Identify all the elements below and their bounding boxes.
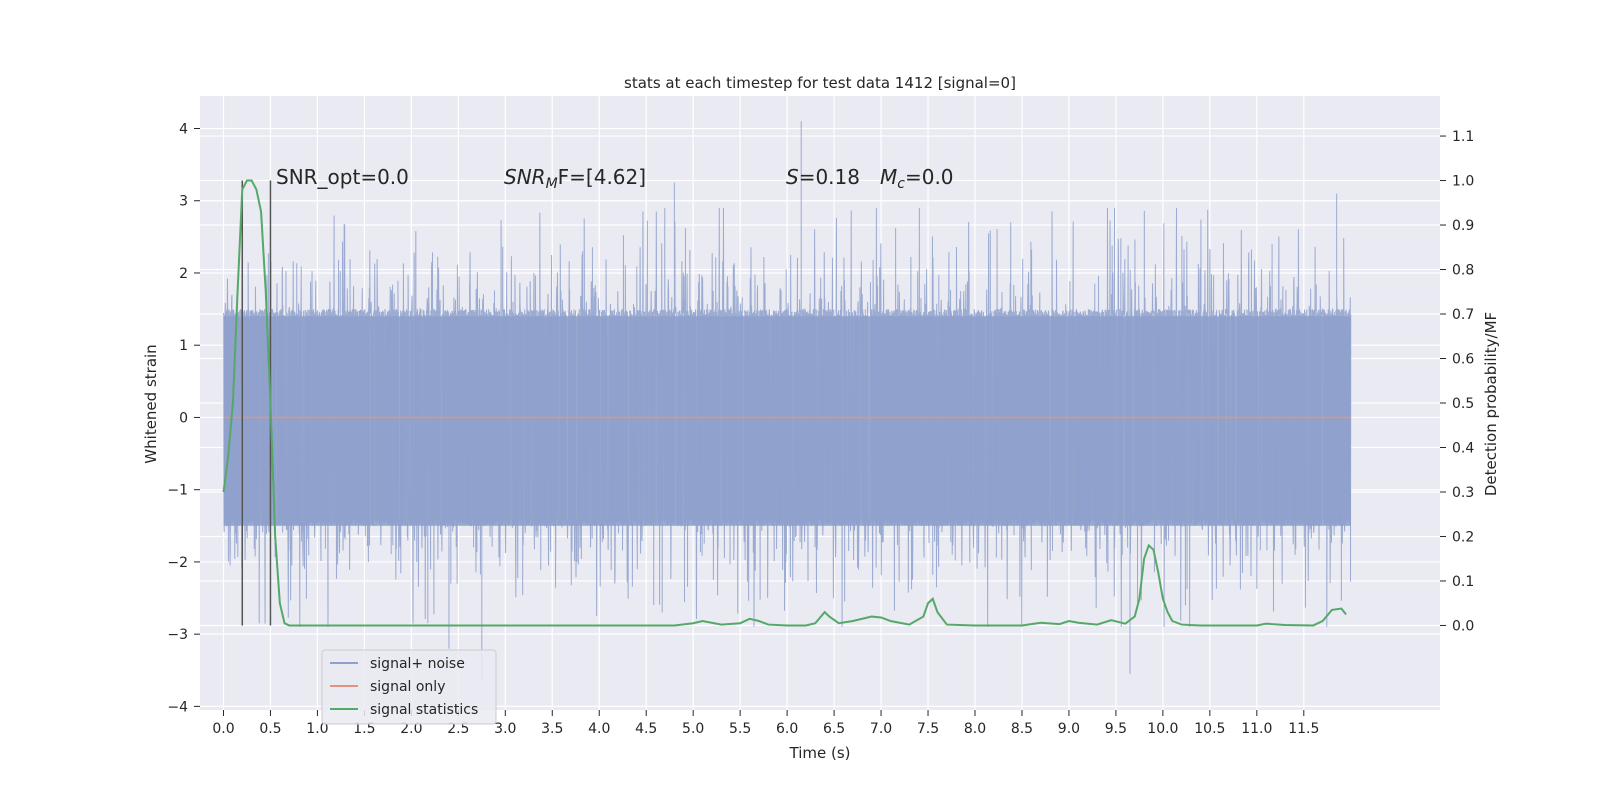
x-axis-label: Time (s)	[789, 744, 851, 762]
legend: signal+ noise signal only signal statist…	[321, 649, 497, 725]
s-value: =0.18	[799, 165, 860, 189]
x-tick-label-13: 6.5	[823, 721, 845, 737]
x-tick-label-6: 3.0	[494, 721, 516, 737]
left-axis-ticks: 4 3 2 1 0 −1 −2 −3 −4	[167, 122, 200, 715]
legend-box	[321, 649, 497, 725]
snr-opt-annotation: SNR_opt=0.0	[276, 165, 409, 189]
x-tick-label-19: 9.5	[1105, 721, 1127, 737]
x-tick-label-12: 6.0	[776, 721, 798, 737]
x-tick-label-14: 7.0	[870, 721, 892, 737]
y-axis-label-right: Detection probability/MF	[1482, 312, 1500, 496]
mc-annotation: Mc=0.0	[880, 165, 954, 192]
legend-label-signal-only: signal only	[370, 679, 445, 695]
signal-statistics-line	[222, 179, 1347, 627]
y-left-tick-label-5: −1	[167, 483, 188, 499]
s-label: S	[786, 165, 799, 189]
snr-mf-base: SNR	[504, 165, 546, 189]
y-right-tick-label-8: 0.3	[1452, 485, 1474, 501]
x-tick-label-17: 8.5	[1011, 721, 1033, 737]
y-left-tick-label-6: −2	[167, 555, 188, 571]
x-tick-label-2: 1.0	[306, 721, 328, 737]
x-tick-label-22: 11.0	[1241, 721, 1272, 737]
x-tick-label-18: 9.0	[1058, 721, 1080, 737]
y-right-tick-label-6: 0.5	[1452, 396, 1474, 412]
y-right-tick-label-7: 0.4	[1452, 440, 1474, 456]
legend-label-signal-noise: signal+ noise	[370, 656, 465, 672]
y-left-tick-label-1: 3	[179, 194, 188, 210]
snr-mf-annotation: SNRMF=[4.62]	[504, 165, 646, 192]
y-right-tick-label-0: 1.1	[1452, 129, 1474, 145]
y-left-tick-label-8: −4	[167, 699, 188, 715]
y-right-tick-label-9: 0.2	[1452, 529, 1474, 545]
x-tick-label-9: 4.5	[635, 721, 657, 737]
x-tick-label-4: 2.0	[400, 721, 422, 737]
snr-mf-sub: M	[546, 176, 558, 192]
y-left-tick-label-2: 2	[179, 266, 188, 282]
y-right-tick-label-5: 0.6	[1452, 352, 1474, 368]
y-right-tick-label-1: 1.0	[1452, 174, 1474, 190]
bottom-axis-ticks: 0.0 0.5 1.0 1.5 2.0 2.5 3.0 3.5 4.0 4.5 5.0 5.5 6.0 6…	[212, 710, 1319, 737]
x-tick-label-15: 7.5	[917, 721, 939, 737]
signal-statistics-series	[222, 179, 1347, 627]
x-tick-label-3: 1.5	[353, 721, 375, 737]
x-tick-label-21: 10.5	[1194, 721, 1225, 737]
y-left-tick-label-7: −3	[167, 627, 188, 643]
y-left-tick-label-0: 4	[179, 122, 188, 138]
legend-label-signal-statistics: signal statistics	[370, 702, 478, 718]
chart-title: stats at each timestep for test data 141…	[624, 74, 1016, 92]
y-right-tick-label-2: 0.9	[1452, 218, 1474, 234]
y-left-tick-label-3: 1	[179, 338, 188, 354]
y-right-tick-label-3: 0.8	[1452, 263, 1474, 279]
x-tick-label-20: 10.0	[1147, 721, 1178, 737]
right-axis-ticks: 1.1 1.0 0.9 0.8 0.7 0.6 0.5 0.4 0.3 0.2 0.1 0.0	[1440, 129, 1474, 634]
x-tick-label-10: 5.0	[682, 721, 704, 737]
x-tick-label-16: 8.0	[964, 721, 986, 737]
mc-sub: c	[897, 176, 905, 192]
snr-mf-rest: F=[4.62]	[558, 165, 646, 189]
y-right-tick-label-4: 0.7	[1452, 307, 1474, 323]
y-right-tick-label-11: 0.0	[1452, 618, 1474, 634]
signal-noise-series	[222, 121, 1352, 682]
y-axis-label-left: Whitened strain	[142, 344, 160, 463]
mc-label: M	[880, 165, 897, 189]
x-tick-label-11: 5.5	[729, 721, 751, 737]
mc-value: =0.0	[905, 165, 954, 189]
x-tick-label-23: 11.5	[1288, 721, 1319, 737]
y-left-tick-label-4: 0	[179, 410, 188, 426]
x-tick-label-7: 3.5	[541, 721, 563, 737]
x-tick-label-8: 4.0	[588, 721, 610, 737]
s-annotation: S=0.18	[786, 165, 860, 189]
x-tick-label-0: 0.0	[212, 721, 234, 737]
x-tick-label-5: 2.5	[447, 721, 469, 737]
y-right-tick-label-10: 0.1	[1452, 574, 1474, 590]
x-tick-label-1: 0.5	[259, 721, 281, 737]
